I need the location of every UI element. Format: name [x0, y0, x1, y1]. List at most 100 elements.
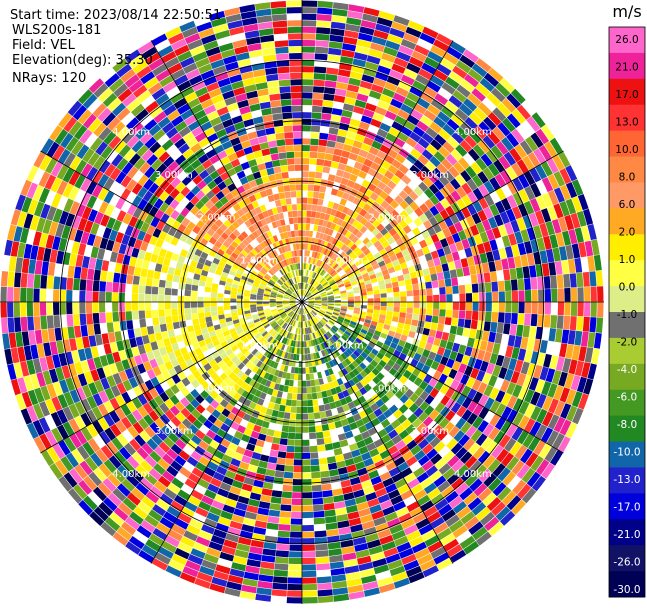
gate [302, 118, 312, 125]
gate [328, 368, 334, 375]
gate [268, 456, 278, 464]
gate [409, 86, 423, 98]
gate [328, 300, 335, 302]
gate [228, 352, 236, 360]
gate [436, 363, 446, 374]
gate [214, 394, 224, 404]
gate [207, 461, 219, 472]
gate [486, 497, 502, 512]
gate [434, 190, 445, 202]
gate [398, 219, 408, 229]
gate [360, 370, 368, 378]
gate [518, 415, 530, 430]
gate [410, 358, 419, 368]
gate [477, 171, 489, 184]
gate [441, 82, 456, 95]
gate [246, 559, 261, 568]
gate [299, 315, 301, 322]
gate [449, 213, 460, 225]
gate [505, 423, 518, 438]
gate [393, 409, 403, 419]
gate [327, 201, 335, 209]
gate [302, 393, 308, 400]
gate [461, 207, 471, 219]
gate [225, 403, 235, 412]
gate [451, 477, 465, 491]
gate [465, 293, 473, 302]
gate [337, 69, 351, 78]
gate [501, 184, 512, 198]
gate [217, 360, 226, 368]
gate [445, 286, 453, 295]
gate [341, 236, 348, 244]
gate [159, 402, 170, 414]
gate [329, 34, 344, 43]
gate [312, 198, 319, 205]
gate [66, 290, 73, 302]
gate [176, 355, 185, 365]
gate [472, 200, 483, 213]
gate [98, 390, 109, 404]
gate [325, 522, 338, 530]
gate [270, 416, 278, 424]
gate [316, 323, 321, 330]
gate [378, 359, 387, 368]
gate [281, 491, 292, 499]
gate [436, 63, 452, 76]
gate [313, 332, 318, 339]
gate [473, 234, 483, 245]
gate [344, 30, 359, 39]
gate [498, 224, 508, 237]
gate [510, 371, 520, 384]
gate [348, 591, 365, 600]
gate [454, 259, 462, 269]
gate [354, 302, 361, 305]
gate [389, 325, 397, 333]
gate [204, 302, 211, 308]
gate [377, 322, 384, 329]
gate [379, 190, 389, 200]
gate [380, 499, 393, 510]
gate [279, 320, 285, 326]
gate [358, 508, 371, 517]
gate [399, 291, 407, 297]
gate [273, 314, 280, 319]
gate [439, 294, 446, 302]
gate [325, 516, 337, 524]
gate [595, 270, 603, 287]
gate [216, 465, 228, 476]
gate [370, 177, 381, 187]
gate [258, 501, 271, 509]
gate [412, 80, 427, 92]
gate [477, 209, 488, 222]
gate [446, 472, 460, 485]
gate [447, 136, 460, 149]
gate [154, 384, 165, 395]
gate [115, 420, 127, 433]
gate [265, 469, 276, 477]
gate [223, 385, 232, 394]
gate [526, 337, 535, 351]
gate [385, 315, 393, 321]
gate [328, 346, 334, 353]
gate [63, 472, 78, 488]
gate [164, 409, 176, 421]
gate [106, 375, 117, 388]
gate [341, 368, 349, 376]
gate [321, 483, 332, 491]
gate [424, 188, 435, 199]
gate [342, 332, 350, 339]
gate [304, 308, 307, 314]
gate [535, 195, 547, 210]
gate [334, 232, 341, 240]
gate [267, 316, 274, 322]
gate [313, 412, 321, 419]
gate [471, 310, 479, 321]
gate [475, 83, 491, 97]
gate [315, 274, 320, 280]
gate [136, 447, 149, 460]
gate [321, 327, 327, 334]
gate [502, 471, 516, 486]
gate [288, 339, 292, 346]
gate [80, 398, 92, 412]
